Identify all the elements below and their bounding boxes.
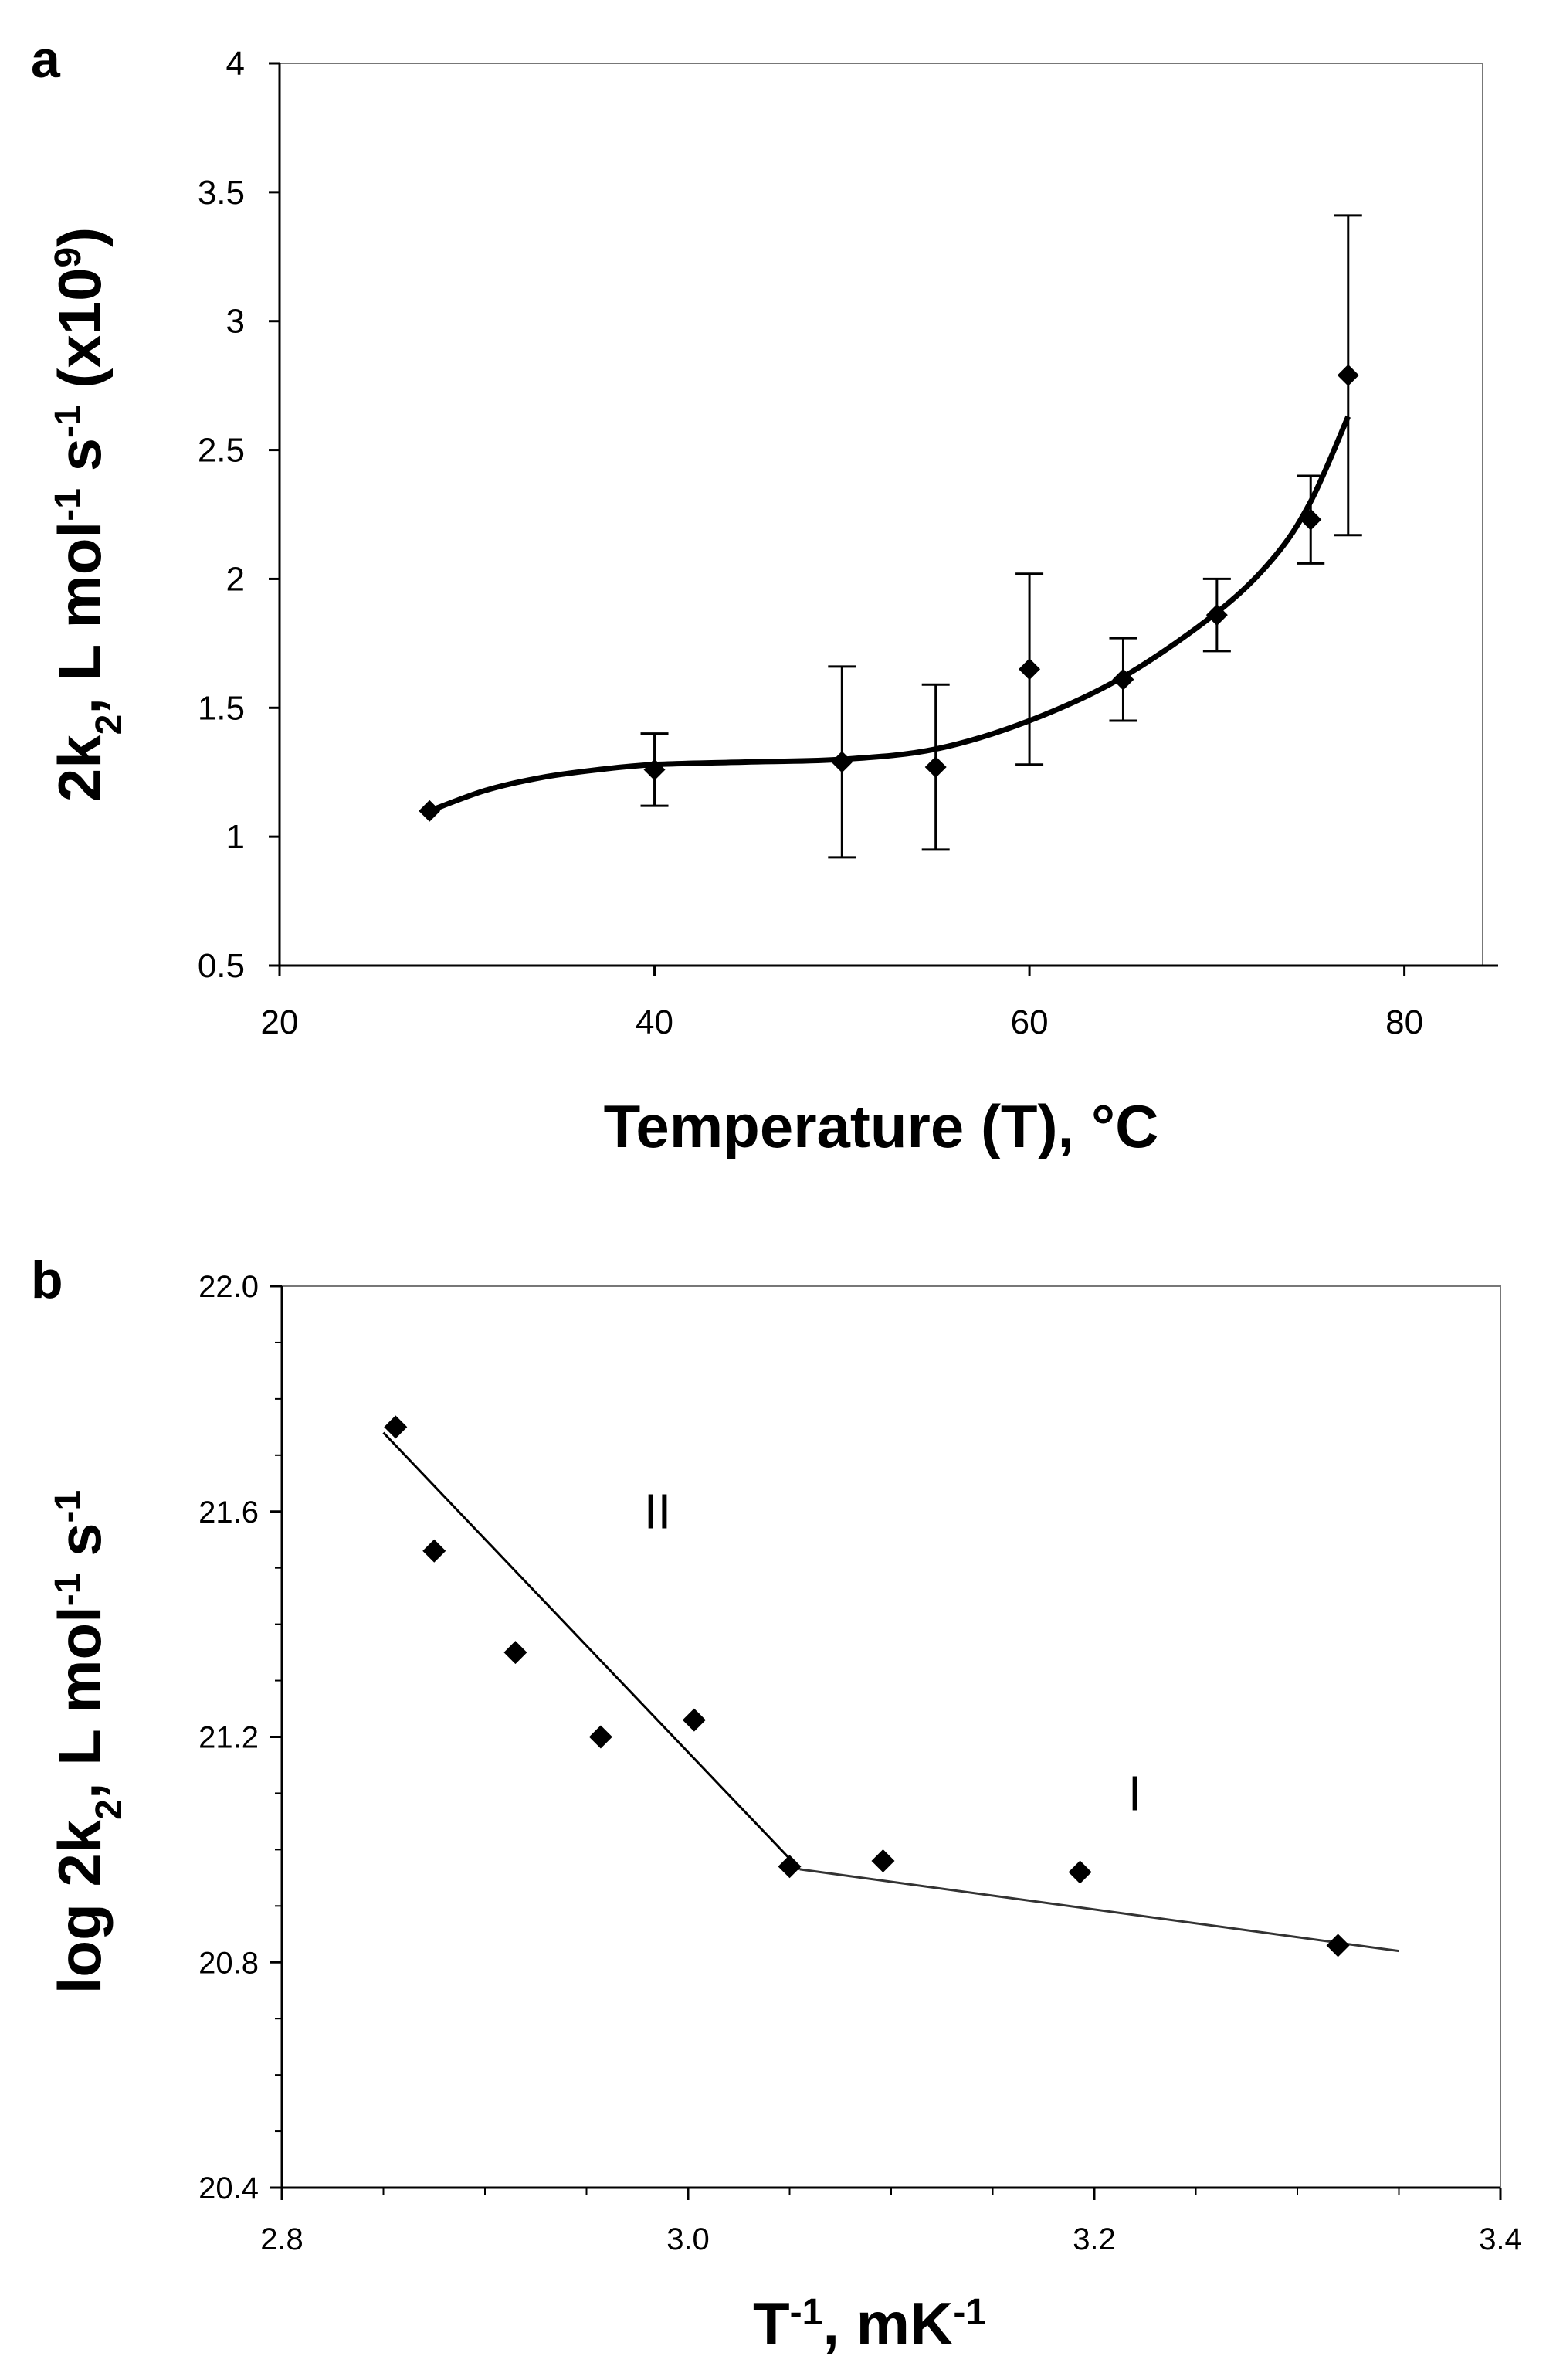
panel-a-y-tick-label: 3.5 [198, 174, 245, 212]
panel-b-data-point [871, 1849, 895, 1872]
panel-b-annotations: III [644, 1484, 1142, 1821]
panel-b-y-tick-label: 21.6 [198, 1496, 259, 1530]
panel-b-fit-line-i [799, 1868, 1399, 1953]
panel-b-data-point [778, 1855, 802, 1879]
panel-a-data-point [1300, 508, 1322, 531]
panel-b-x-tick-label: 3.2 [1073, 2222, 1116, 2256]
panel-a-x-tick-label: 80 [1385, 1003, 1423, 1041]
panel-a-y-tick-label: 4 [226, 45, 245, 83]
panel-a-data-point [643, 759, 666, 781]
panel-a-data-point [1337, 364, 1359, 386]
panel-b-data-point [422, 1539, 446, 1563]
panel-a-data-point [924, 756, 947, 779]
panel-b-y-tick-label: 20.8 [198, 1946, 259, 1980]
panel-b-axes: 20.4 20.8 21.2 21.6 22.0 2.8 3.0 3.2 3.4 [198, 1270, 1522, 2256]
panel-b-x-axis-title: T-1, mK-1 [753, 2290, 986, 2358]
panel-a-x-axis-title: Temperature (T), °C [604, 1092, 1159, 1160]
panel-a-y-tick-label: 3 [226, 303, 245, 341]
panel-a-x-tick-label: 40 [636, 1003, 673, 1041]
panel-a-data-point [1112, 668, 1134, 691]
panel-b-x-tick-label: 3.4 [1479, 2222, 1522, 2256]
panel-a-fit-curve-group [429, 415, 1351, 814]
panel-b-fit-lines [382, 1431, 1399, 1953]
panel-b-y-axis-title: log 2k2, L mol-1 s-1 [46, 1490, 130, 1994]
panel-b-data-point [588, 1725, 612, 1749]
panel-b-plot-area [281, 1285, 1501, 2188]
panel-a-x-tick-label: 60 [1011, 1003, 1049, 1041]
panel-a-points [419, 364, 1359, 822]
panel-b-y-tick-label: 20.4 [198, 2171, 259, 2205]
panel-b-data-point [503, 1641, 527, 1665]
panel-b-points [384, 1415, 1350, 1957]
panel-a-y-axis-title: 2k2, L mol-1 s-1 (x109) [46, 227, 130, 802]
panel-a-y-tick-label: 1.5 [198, 689, 245, 727]
panel-a-y-tick-label: 1 [226, 818, 245, 856]
panel-a-data-point [831, 751, 853, 773]
panel-b-data-point [682, 1708, 706, 1732]
panel-a-data-point [1205, 604, 1228, 626]
panel-a: a 0.5 1 1.5 2 2.5 3 3.5 4 20 40 60 80 Temperature (… [31, 30, 1498, 1160]
panel-a-label: a [31, 30, 61, 89]
panel-b-y-tick-label: 22.0 [198, 1270, 259, 1304]
panel-a-data-point [1019, 658, 1041, 681]
panel-b-fit-line-ii [382, 1431, 801, 1870]
panel-a-x-tick-label: 20 [261, 1003, 299, 1041]
panel-b-x-tick-label: 2.8 [260, 2222, 303, 2256]
panel-b: b 20.420.821.221.622.02.8 3.0 3.2 3.4 III T… [31, 1251, 1522, 2358]
panel-a-fit-curve [429, 415, 1351, 814]
panel-b-label: b [31, 1251, 63, 1309]
panel-b-region-label: II [644, 1484, 672, 1540]
panel-a-y-tick-label: 2.5 [198, 432, 245, 470]
panel-a-data-point [419, 800, 441, 822]
panel-a-y-tick-label: 0.5 [198, 947, 245, 985]
panel-b-x-tick-label: 3.0 [666, 2222, 710, 2256]
panel-b-data-point [1068, 1860, 1092, 1884]
panel-a-y-tick-label: 2 [226, 560, 245, 598]
panel-b-region-label: I [1128, 1765, 1142, 1821]
panel-b-y-tick-label: 21.2 [198, 1721, 259, 1755]
panel-b-data-point [384, 1415, 408, 1439]
panel-b-data-point [1326, 1934, 1350, 1957]
panel-a-axes: 0.5 1 1.5 2 2.5 3 3.5 4 20 40 60 80 [198, 45, 1498, 1041]
